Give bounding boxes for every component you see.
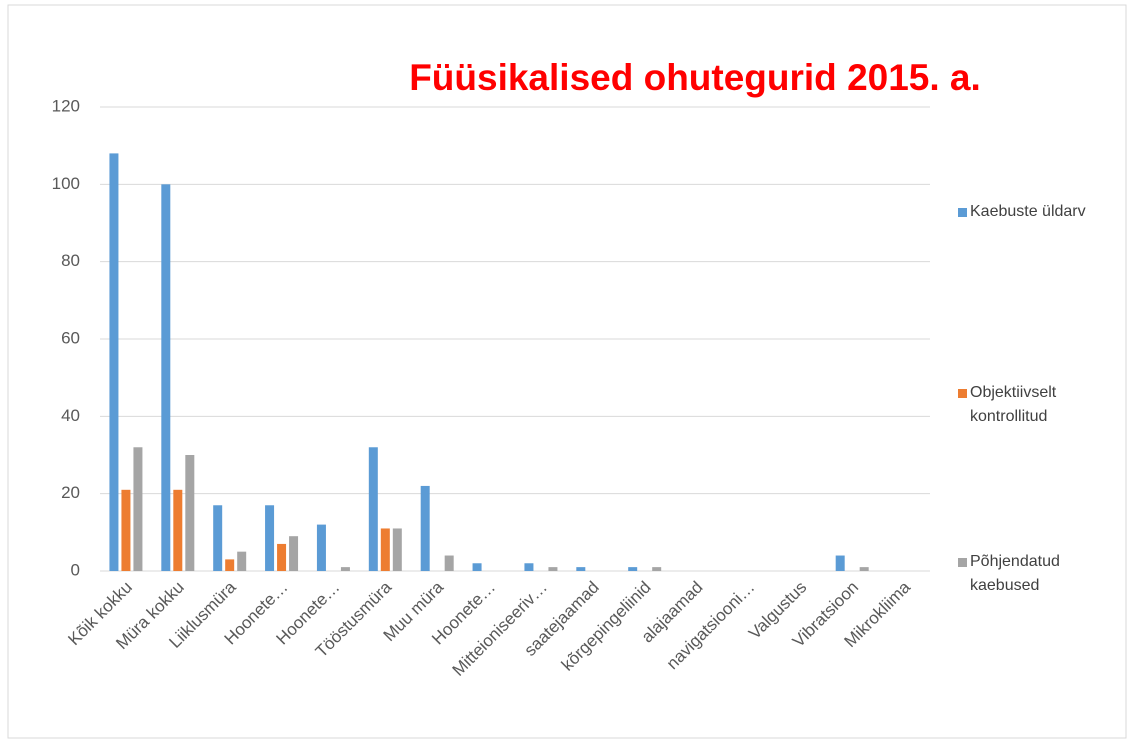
bar [548,567,558,571]
bar [652,567,662,571]
bar [628,567,638,571]
bar [444,555,454,571]
bar [109,153,119,571]
bar [835,555,845,571]
chart-title: Füüsikalised ohutegurid 2015. a. [409,57,981,98]
bar [213,505,223,571]
bar [277,543,287,571]
y-tick-label: 120 [52,96,80,115]
bar [392,528,402,571]
bar [380,528,390,571]
bar [185,455,195,571]
legend-swatch [958,558,967,567]
y-tick-label: 20 [61,483,80,502]
bar [265,505,275,571]
bar [420,485,430,571]
bar [524,563,534,571]
bar [237,551,247,571]
legend-label: Objektiivselt kontrollitud [970,384,1057,425]
y-tick-label: 60 [61,328,80,347]
bar [576,567,586,571]
y-tick-label: 80 [61,251,80,270]
bar [161,184,171,572]
legend-label: Põhjendatud kaebused [970,553,1060,594]
y-tick-label: 100 [52,174,80,193]
legend-label: Kaebuste üldarv [970,203,1086,220]
bar [316,524,326,571]
legend-swatch [958,208,967,217]
bar [121,489,131,571]
bar [472,563,482,571]
bar [859,567,869,571]
bar [225,559,235,571]
y-tick-label: 40 [61,406,80,425]
y-tick-label: 0 [71,560,80,579]
bar [340,567,350,571]
bar [173,489,183,571]
bar [289,536,299,571]
bar [368,447,378,571]
chart-border [7,4,1127,739]
legend-swatch [958,389,967,398]
bar [133,447,143,571]
